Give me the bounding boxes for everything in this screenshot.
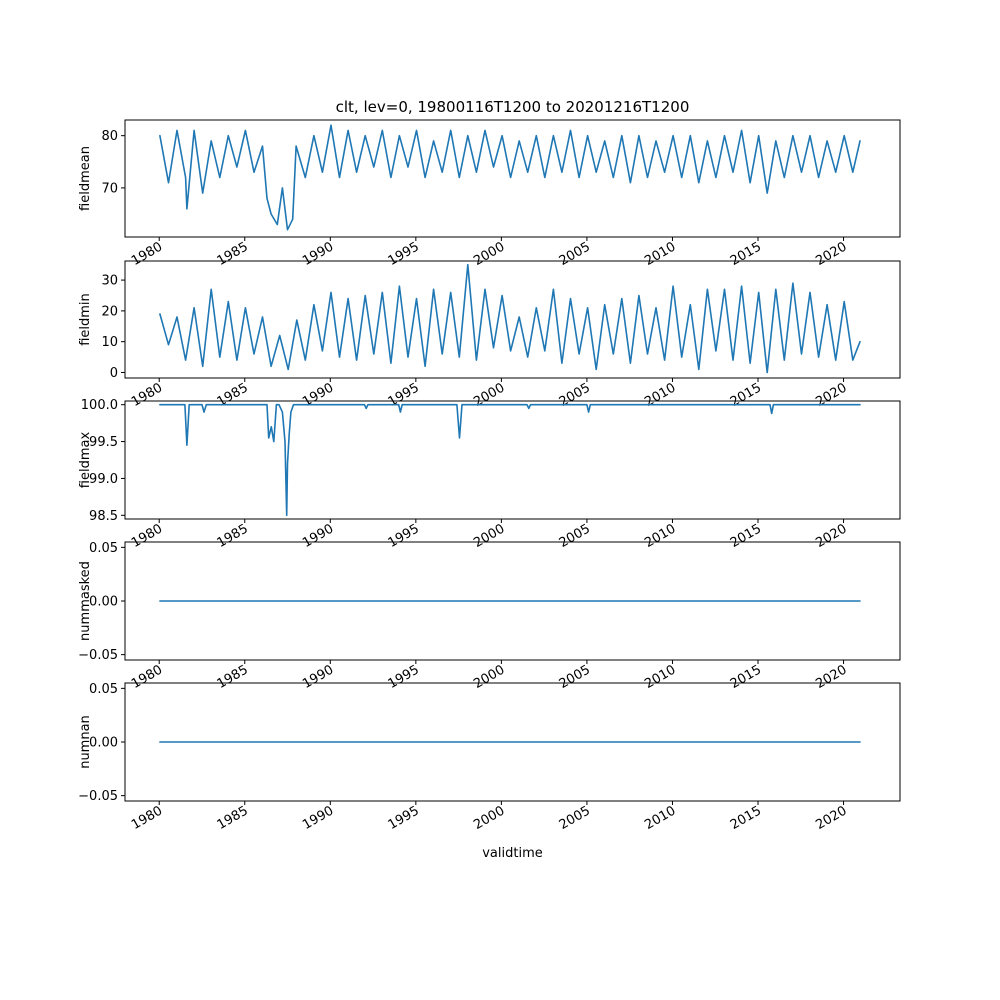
fieldmax-ytick-label: 99.0 — [89, 472, 118, 487]
fieldmean-xtick-label: 2020 — [813, 239, 849, 269]
fieldmax-xtick-label: 1980 — [129, 521, 165, 551]
numnan-ytick-label: −0.05 — [78, 789, 118, 804]
fieldmin-xtick-label: 2020 — [813, 380, 849, 410]
fieldmean-axes-frame — [124, 119, 901, 238]
fieldmax-xtick-label: 1995 — [386, 521, 422, 551]
numnan-ytick-label: 0.00 — [89, 736, 118, 751]
fieldmean-xtick-label: 1995 — [386, 239, 422, 269]
fieldmax-xtick-label: 2000 — [471, 521, 507, 551]
fieldmin-xtick-label: 2015 — [728, 380, 764, 410]
nummasked-xtick-label: 2015 — [728, 662, 764, 692]
nummasked-ytick-label: −0.05 — [78, 648, 118, 663]
fieldmean-ytick-label: 70 — [101, 181, 118, 196]
fieldmin-xtick-label: 1985 — [215, 380, 251, 410]
fieldmean-xtick-label: 2015 — [728, 239, 764, 269]
subplot-fieldmax: 98.5 99.0 99.5 100.0 fieldmax 1980 1985 1990 199… — [78, 398, 901, 551]
fieldmax-ytick-label: 98.5 — [89, 509, 118, 524]
fieldmax-ytick-label: 100.0 — [81, 398, 118, 413]
fieldmax-xtick-label: 1990 — [300, 521, 336, 551]
fieldmin-ytick-label: 0 — [110, 366, 118, 381]
numnan-xtick-label: 2020 — [813, 803, 849, 833]
fieldmin-series-line — [159, 263, 861, 374]
nummasked-xtick-label: 1990 — [300, 662, 336, 692]
fieldmin-axes-frame — [124, 260, 901, 379]
numnan-xtick-label: 2015 — [728, 803, 764, 833]
numnan-xtick-label: 2005 — [557, 803, 593, 833]
numnan-xtick-label: 1985 — [215, 803, 251, 833]
fieldmin-xtick-label: 2010 — [642, 380, 678, 410]
numnan-axis-label: numnan — [78, 715, 93, 769]
nummasked-ytick-label: 0.05 — [89, 541, 118, 556]
x-axis-label: validtime — [482, 846, 543, 861]
numnan-xtick-label: 2000 — [471, 803, 507, 833]
numnan-xtick-label: 2010 — [642, 803, 678, 833]
fieldmax-axes-frame — [124, 400, 901, 520]
fieldmin-xtick-label: 1990 — [300, 380, 336, 410]
nummasked-xtick-label: 2005 — [557, 662, 593, 692]
fieldmax-xtick-label: 2015 — [728, 521, 764, 551]
numnan-xtick-label: 1995 — [386, 803, 422, 833]
fieldmax-xtick-label: 1985 — [215, 521, 251, 551]
fieldmean-xtick-label: 1985 — [215, 239, 251, 269]
chart-title: clt, lev=0, 19800116T1200 to 20201216T12… — [336, 98, 690, 116]
fieldmean-xtick-label: 2000 — [471, 239, 507, 269]
subplot-nummasked: −0.05 0.00 0.05 nummasked 1980 1985 1990 1995 20… — [78, 541, 901, 692]
fieldmin-axis-label: fieldmin — [78, 293, 93, 346]
numnan-ytick-label: 0.05 — [89, 682, 118, 697]
numnan-xtick-label: 1990 — [300, 803, 336, 833]
fieldmax-xtick-label: 2020 — [813, 521, 849, 551]
fieldmax-ytick-label: 99.5 — [89, 435, 118, 450]
fieldmin-ytick-label: 10 — [101, 335, 118, 350]
fieldmax-series-line — [159, 403, 861, 517]
nummasked-xtick-label: 1985 — [215, 662, 251, 692]
fieldmin-ytick-label: 20 — [101, 304, 118, 319]
fieldmax-xtick-label: 2010 — [642, 521, 678, 551]
fieldmax-xtick-label: 2005 — [557, 521, 593, 551]
fieldmean-series-line — [159, 124, 861, 231]
fieldmean-ytick-label: 80 — [101, 129, 118, 144]
nummasked-xtick-label: 2020 — [813, 662, 849, 692]
nummasked-xtick-label: 2010 — [642, 662, 678, 692]
fieldmax-axis-label: fieldmax — [78, 432, 93, 489]
fieldmin-xtick-label: 1995 — [386, 380, 422, 410]
subplot-fieldmean: 70 80 fieldmean 1980 1985 1990 1995 2000 2005 201… — [78, 119, 901, 269]
numnan-xtick-label: 1980 — [129, 803, 165, 833]
nummasked-xtick-label: 1995 — [386, 662, 422, 692]
fieldmean-xtick-label: 1990 — [300, 239, 336, 269]
fieldmean-xtick-label: 2005 — [557, 239, 593, 269]
fieldmean-axis-label: fieldmean — [78, 146, 93, 211]
nummasked-axis-label: nummasked — [78, 561, 93, 641]
fieldmin-xtick-label: 1980 — [129, 380, 165, 410]
fieldmean-xtick-label: 2010 — [642, 239, 678, 269]
subplot-numnan: −0.05 0.00 0.05 numnan 1980 1985 1990 1995 2000 2… — [78, 682, 901, 833]
fieldmean-xtick-label: 1980 — [129, 239, 165, 269]
fieldmin-xtick-label: 2000 — [471, 380, 507, 410]
nummasked-xtick-label: 1980 — [129, 662, 165, 692]
fieldmin-ytick-label: 30 — [101, 274, 118, 289]
nummasked-xtick-label: 2000 — [471, 662, 507, 692]
nummasked-ytick-label: 0.00 — [89, 595, 118, 610]
